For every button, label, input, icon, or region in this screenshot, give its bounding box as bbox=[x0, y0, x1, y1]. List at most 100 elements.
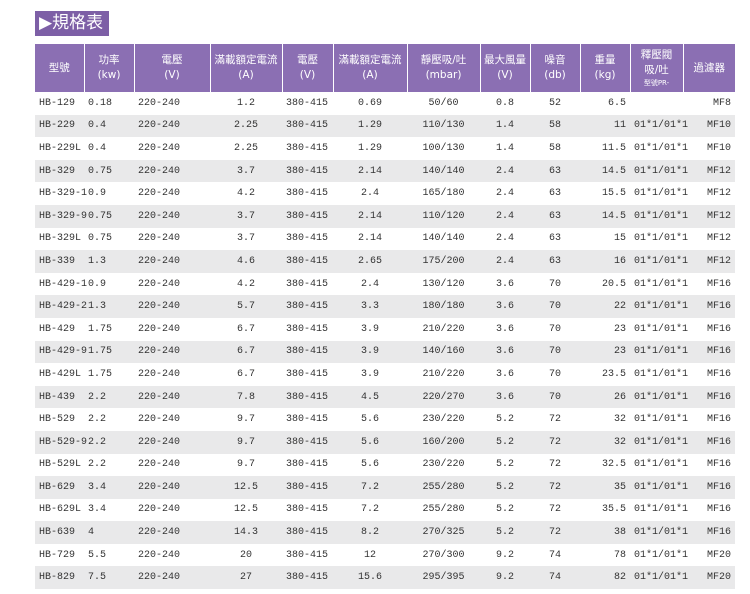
table-cell: 9.7 bbox=[236, 414, 255, 426]
table-row: HB-529 2.2 220-240 9.7 380-415 5.6 230/220 5.2 7… bbox=[35, 408, 735, 431]
header-text: (mbar) bbox=[425, 69, 462, 81]
table-cell: MF16 bbox=[706, 504, 731, 516]
table-cell: 2.4 bbox=[495, 188, 514, 200]
table-cell: 01*1/01*1 bbox=[630, 521, 688, 544]
table-cell: 3.6 bbox=[495, 278, 514, 290]
table-cell: 210/220 bbox=[422, 323, 465, 335]
table-cell: 380-415 bbox=[286, 97, 329, 109]
header-cell: 最大風量 (V) bbox=[479, 44, 530, 92]
header-text: 功率 bbox=[98, 54, 120, 66]
table-cell: 01*1/01*1 bbox=[630, 430, 688, 454]
table-cell: HB-629 bbox=[35, 476, 84, 499]
table-cell: 3.9 bbox=[333, 340, 407, 364]
table-cell: 2.4 bbox=[480, 250, 530, 273]
table-cell: 01*1/01*1 bbox=[634, 414, 689, 426]
table-cell: HB-529-9 bbox=[35, 430, 87, 454]
table-cell: 4.2 bbox=[236, 278, 255, 290]
table-cell: 220-240 bbox=[134, 159, 210, 183]
table-cell: 7.2 bbox=[333, 476, 407, 499]
table-cell: 11 bbox=[580, 114, 630, 138]
table-cell: 130/120 bbox=[422, 278, 465, 290]
table-cell: 380-415 bbox=[286, 414, 329, 426]
table-cell: MF16 bbox=[683, 385, 735, 409]
table-cell: 140/160 bbox=[407, 340, 480, 364]
header-text: (V) bbox=[164, 69, 180, 81]
table-cell: 01*1/01*1 bbox=[634, 368, 689, 380]
table-cell: MF12 bbox=[683, 250, 735, 273]
table-cell: 0.69 bbox=[357, 97, 382, 109]
table-cell: 11.5 bbox=[601, 142, 626, 154]
table-cell: 3.7 bbox=[210, 204, 282, 228]
table-cell: 9.7 bbox=[236, 459, 255, 471]
table-row: HB-329 0.75 220-240 3.7 380-415 2.14 140/140 2.… bbox=[35, 159, 735, 183]
header-text: 重量 bbox=[594, 54, 616, 66]
table-cell: 220-240 bbox=[138, 368, 181, 380]
table-cell: 3.4 bbox=[88, 504, 107, 516]
table-cell: 5.2 bbox=[495, 504, 514, 516]
table-cell: HB-339 bbox=[35, 250, 84, 273]
table-cell: 100/130 bbox=[422, 142, 465, 154]
table-cell: 72 bbox=[548, 459, 561, 471]
table-cell: 5.2 bbox=[480, 430, 530, 454]
table-cell: 3.9 bbox=[360, 323, 379, 335]
table-cell: 63 bbox=[530, 159, 580, 183]
table-cell: 380-415 bbox=[286, 459, 329, 471]
table-cell: MF16 bbox=[683, 340, 735, 364]
table-cell: 01*1/01*1 bbox=[630, 204, 688, 228]
table-cell: 220-240 bbox=[134, 476, 210, 499]
table-cell: 5.2 bbox=[480, 476, 530, 499]
table-cell: 22 bbox=[580, 295, 630, 318]
table-cell: 5.6 bbox=[360, 459, 379, 471]
table-cell: 70 bbox=[530, 385, 580, 409]
table-cell: HB-429-2 bbox=[35, 295, 87, 318]
table-cell: 2.25 bbox=[233, 142, 258, 154]
table-row: HB-329-9 0.75 220-240 3.7 380-415 2.14 110/120… bbox=[35, 204, 735, 228]
table-row: HB-629 3.4 220-240 12.5 380-415 7.2 255/280 5.2… bbox=[35, 476, 735, 499]
table-row: HB-529-9 2.2 220-240 9.7 380-415 5.6 160/200 5.… bbox=[35, 430, 735, 454]
table-cell: 7.5 bbox=[84, 566, 134, 590]
table-cell: 4.2 bbox=[236, 188, 255, 200]
table-cell: 23.5 bbox=[601, 368, 626, 380]
table-cell: 0.9 bbox=[88, 188, 107, 200]
table-cell: 220-240 bbox=[138, 504, 181, 516]
table-cell: MF12 bbox=[706, 188, 731, 200]
table-cell: 380-415 bbox=[282, 385, 333, 409]
table-cell: 9.2 bbox=[480, 566, 530, 590]
table-cell: 01*1/01*1 bbox=[634, 233, 689, 245]
table-cell: HB-829 bbox=[35, 566, 84, 590]
header-text: (V) bbox=[299, 69, 316, 81]
table-cell: 380-415 bbox=[286, 188, 329, 200]
table-cell: 220-240 bbox=[134, 521, 210, 544]
table-cell: 220-240 bbox=[138, 323, 181, 335]
header-cell: 噪音 (db) bbox=[529, 44, 580, 92]
header-cell: 過濾器 bbox=[682, 44, 735, 92]
table-cell: 01*1/01*1 bbox=[634, 278, 689, 290]
table-cell: 70 bbox=[548, 323, 561, 335]
table-cell: 230/220 bbox=[422, 459, 465, 471]
header-cell: 釋壓閥 吸/吐 型號PR- bbox=[629, 44, 683, 92]
table-cell: 23 bbox=[613, 323, 626, 335]
table-cell: MF16 bbox=[706, 368, 731, 380]
header-text: 噪音 bbox=[544, 54, 566, 66]
table-row: HB-329-1 0.9 220-240 4.2 380-415 2.4 165/180 2.… bbox=[35, 182, 735, 205]
table-cell: 220-240 bbox=[138, 459, 181, 471]
table-cell: 12 bbox=[363, 549, 376, 561]
header-text: (A) bbox=[362, 69, 378, 81]
table-cell: 9.2 bbox=[495, 549, 514, 561]
table-cell: MF12 bbox=[683, 204, 735, 228]
table-cell: 6.5 bbox=[607, 97, 626, 109]
table-cell: 380-415 bbox=[282, 476, 333, 499]
table-cell: 5.2 bbox=[495, 459, 514, 471]
table-cell: 0.75 bbox=[84, 204, 134, 228]
table-cell: HB-429-1 bbox=[39, 278, 88, 290]
table-cell: 63 bbox=[530, 250, 580, 273]
table-cell: MF10 bbox=[683, 114, 735, 138]
table-cell: 110/120 bbox=[407, 204, 480, 228]
table-cell: 380-415 bbox=[282, 340, 333, 364]
table-row: HB-129 0.18 220-240 1.2 380-415 0.69 50/60 0.8 5… bbox=[35, 92, 735, 115]
table-cell: MF10 bbox=[706, 142, 731, 154]
table-cell: 63 bbox=[548, 188, 561, 200]
table-cell: 2.2 bbox=[84, 430, 134, 454]
table-cell: 0.75 bbox=[84, 159, 134, 183]
table-cell: 7.2 bbox=[360, 504, 379, 516]
